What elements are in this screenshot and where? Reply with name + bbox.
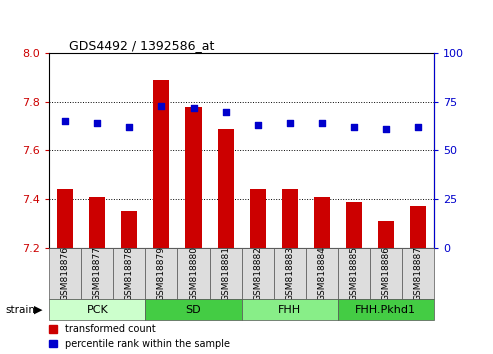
Bar — [121, 211, 138, 248]
Bar — [217, 129, 234, 248]
Bar — [282, 189, 298, 248]
FancyBboxPatch shape — [49, 248, 81, 299]
Text: PCK: PCK — [86, 305, 108, 315]
FancyBboxPatch shape — [306, 248, 338, 299]
Text: FHH.Pkhd1: FHH.Pkhd1 — [355, 305, 416, 315]
Text: GSM818882: GSM818882 — [253, 246, 262, 301]
FancyBboxPatch shape — [177, 248, 210, 299]
Text: GSM818886: GSM818886 — [381, 246, 390, 301]
FancyBboxPatch shape — [81, 248, 113, 299]
FancyBboxPatch shape — [210, 248, 242, 299]
FancyBboxPatch shape — [274, 248, 306, 299]
Text: GSM818881: GSM818881 — [221, 246, 230, 301]
FancyBboxPatch shape — [370, 248, 402, 299]
Point — [414, 124, 422, 130]
Text: GSM818878: GSM818878 — [125, 246, 134, 301]
FancyBboxPatch shape — [49, 299, 145, 320]
Bar — [346, 201, 362, 248]
Bar — [410, 206, 426, 248]
FancyBboxPatch shape — [242, 248, 274, 299]
FancyBboxPatch shape — [338, 299, 434, 320]
Text: ▶: ▶ — [34, 305, 42, 315]
Point — [350, 124, 357, 130]
Point — [286, 120, 294, 126]
Point — [317, 120, 325, 126]
Legend: transformed count, percentile rank within the sample: transformed count, percentile rank withi… — [49, 324, 230, 349]
Bar — [185, 107, 202, 248]
Bar — [249, 189, 266, 248]
Bar — [89, 197, 106, 248]
Point — [221, 109, 229, 114]
Text: GSM818883: GSM818883 — [285, 246, 294, 301]
Point — [189, 105, 197, 110]
Point — [157, 103, 165, 108]
Bar — [57, 189, 73, 248]
Text: GSM818887: GSM818887 — [413, 246, 423, 301]
Text: GSM818880: GSM818880 — [189, 246, 198, 301]
Text: GDS4492 / 1392586_at: GDS4492 / 1392586_at — [69, 39, 214, 52]
Text: strain: strain — [5, 305, 35, 315]
Point — [253, 122, 261, 128]
Bar — [153, 80, 170, 248]
Text: FHH: FHH — [278, 305, 301, 315]
Point — [125, 124, 133, 130]
Text: GSM818876: GSM818876 — [61, 246, 70, 301]
Point — [382, 126, 389, 132]
FancyBboxPatch shape — [145, 248, 177, 299]
Point — [61, 118, 69, 124]
Text: GSM818877: GSM818877 — [93, 246, 102, 301]
Text: GSM818884: GSM818884 — [317, 246, 326, 301]
Text: GSM818879: GSM818879 — [157, 246, 166, 301]
FancyBboxPatch shape — [242, 299, 338, 320]
FancyBboxPatch shape — [113, 248, 145, 299]
Text: GSM818885: GSM818885 — [349, 246, 358, 301]
Bar — [314, 197, 330, 248]
FancyBboxPatch shape — [145, 299, 242, 320]
Text: SD: SD — [186, 305, 201, 315]
FancyBboxPatch shape — [402, 248, 434, 299]
Point — [94, 120, 102, 126]
FancyBboxPatch shape — [338, 248, 370, 299]
Bar — [378, 221, 394, 248]
